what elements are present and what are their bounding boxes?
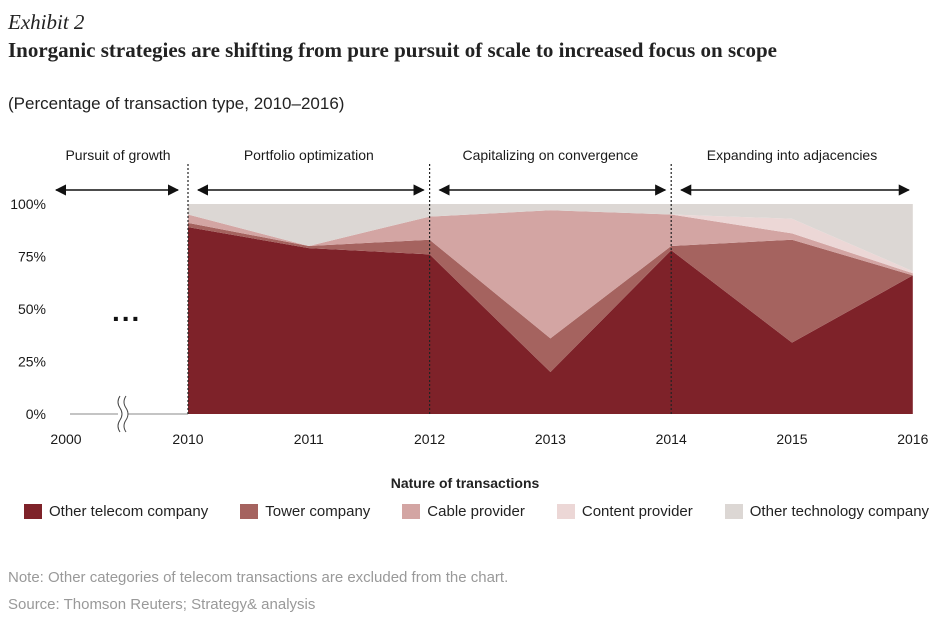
x-tick-label: 2015 (776, 431, 807, 447)
series-area-other-technology-company (188, 204, 913, 272)
chart-subtitle: (Percentage of transaction type, 2010–20… (8, 94, 345, 113)
x-tick-label: 2013 (535, 431, 566, 447)
series-area-tower-company (188, 222, 913, 372)
legend-swatch (556, 504, 575, 519)
legend-swatch (240, 504, 259, 519)
legend-swatch (724, 504, 743, 519)
axes: 0% 25% 50% 75% 100% 2000 2010 2011 2012 2013 2014 2… (10, 196, 928, 447)
phase-label: Expanding into adjacencies (707, 147, 877, 163)
legend-label: Other telecom company (49, 503, 209, 520)
phase-annotations: Pursuit of growth Portfolio optimization C… (54, 147, 910, 414)
legend: Other telecom company Tower company Cabl… (24, 503, 929, 520)
legend-label: Cable provider (427, 503, 525, 520)
x-tick-label: 2014 (656, 431, 687, 447)
y-tick-label: 100% (10, 196, 46, 212)
y-tick-label: 25% (18, 354, 46, 370)
y-tick-label: 75% (18, 249, 46, 265)
x-tick-label: 2012 (414, 431, 445, 447)
legend-item-other-technology: Other technology company (724, 503, 930, 520)
y-tick-label: 50% (18, 301, 46, 317)
series-area-other-telecom-company (188, 227, 913, 414)
area-chart: 0% 25% 50% 75% 100% 2000 2010 2011 2012 2013 2014 2… (10, 147, 928, 447)
y-tick-label: 0% (26, 406, 46, 422)
x-tick-label: 2010 (172, 431, 203, 447)
axis-break-mark (117, 395, 123, 433)
pre-2010-ellipsis: ... (112, 296, 142, 327)
legend-title: Nature of transactions (390, 475, 540, 491)
legend-label: Tower company (265, 503, 371, 520)
series-area-cable-provider (188, 210, 913, 339)
legend-label: Content provider (581, 503, 693, 520)
legend-label: Other technology company (749, 503, 930, 520)
legend-item-cable: Cable provider (402, 503, 525, 520)
legend-swatch (402, 504, 421, 519)
phase-label: Portfolio optimization (244, 147, 374, 163)
x-tick-label: 2016 (897, 431, 928, 447)
exhibit-label: Exhibit 2 (8, 10, 85, 34)
legend-swatch (24, 504, 42, 519)
source-note: Source: Thomson Reuters; Strategy& analy… (8, 596, 316, 613)
phase-label: Pursuit of growth (65, 147, 170, 163)
series-areas (188, 204, 913, 414)
legend-item-other-telecom: Other telecom company (24, 503, 208, 520)
legend-item-content: Content provider (556, 503, 693, 520)
axis-break-mark (123, 395, 129, 433)
legend-item-tower: Tower company (240, 503, 370, 520)
chart-title: Inorganic strategies are shifting from p… (8, 38, 777, 62)
phase-label: Capitalizing on convergence (462, 147, 638, 163)
x-tick-label: 2011 (294, 431, 324, 447)
footnote: Note: Other categories of telecom transa… (8, 569, 509, 586)
x-tick-label: 2000 (50, 431, 81, 447)
